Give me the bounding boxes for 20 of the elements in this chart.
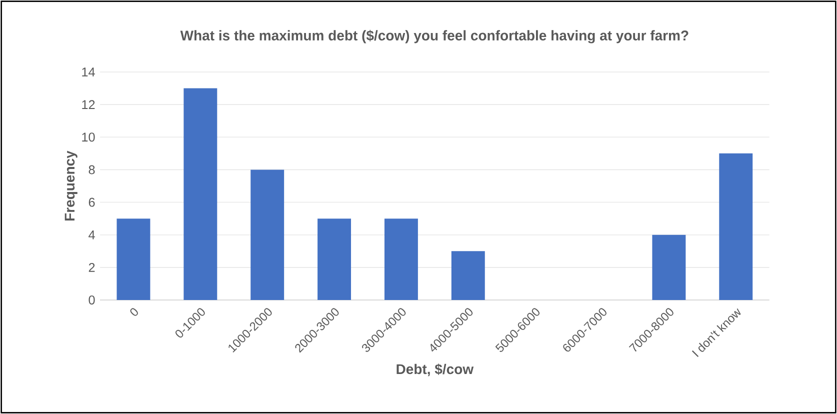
bar bbox=[184, 88, 218, 300]
bar bbox=[384, 218, 418, 300]
bar bbox=[451, 251, 485, 300]
y-tick-label: 12 bbox=[82, 100, 95, 109]
y-tick-label: 8 bbox=[88, 165, 95, 174]
y-axis-title: Frequency bbox=[64, 150, 78, 220]
y-tick-label: 6 bbox=[88, 198, 95, 207]
bar bbox=[719, 153, 753, 300]
y-tick-label: 4 bbox=[88, 230, 95, 240]
bar bbox=[318, 218, 352, 300]
y-tick-label: 2 bbox=[88, 263, 95, 272]
bar bbox=[116, 218, 150, 300]
x-axis-title: Debt, $/cow bbox=[396, 364, 474, 376]
bar bbox=[250, 170, 284, 300]
bar bbox=[652, 234, 686, 300]
x-tick-label: 0 bbox=[130, 308, 138, 316]
y-tick-label: 14 bbox=[82, 68, 95, 76]
y-tick-label: 0 bbox=[88, 296, 95, 304]
y-tick-label: 10 bbox=[82, 132, 95, 142]
chart-title: What is the maximum debt ($/cow) you feel confortable having at your farm? bbox=[180, 30, 688, 44]
